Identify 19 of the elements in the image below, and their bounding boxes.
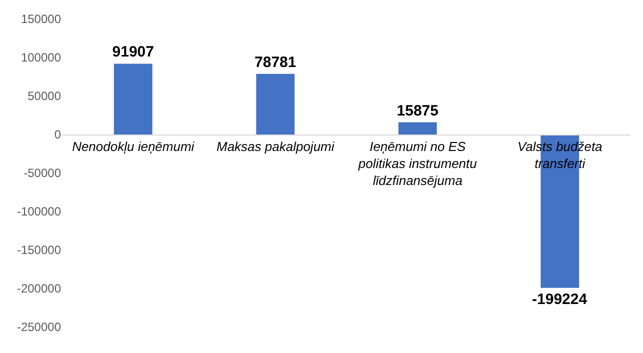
data-label: 15875 <box>396 102 438 120</box>
data-label: 78781 <box>254 54 296 71</box>
y-tick-label: -150000 <box>16 243 62 258</box>
y-tick-label: -100000 <box>16 204 62 219</box>
y-tick-label: -50000 <box>24 166 62 180</box>
x-tick-label: Nenodokļu ieņēmumi <box>72 139 196 154</box>
bar <box>256 74 295 134</box>
y-tick-label: -200000 <box>16 282 62 296</box>
y-tick-label: 150000 <box>20 12 62 26</box>
bar <box>398 122 437 134</box>
data-label: -199224 <box>532 290 588 308</box>
data-label: 91907 <box>112 44 154 61</box>
x-tick-label: Ieņēmumi no ES politikas instrumentu līdzfinansējuma <box>357 139 477 188</box>
bar <box>114 64 152 134</box>
y-tick-label: 0 <box>54 128 62 142</box>
x-tick-label: Maksas pakalpojumi <box>216 139 336 154</box>
y-tick-label: -250000 <box>16 320 62 334</box>
y-tick-label: 50000 <box>28 89 62 104</box>
y-tick-label: 100000 <box>20 50 62 65</box>
